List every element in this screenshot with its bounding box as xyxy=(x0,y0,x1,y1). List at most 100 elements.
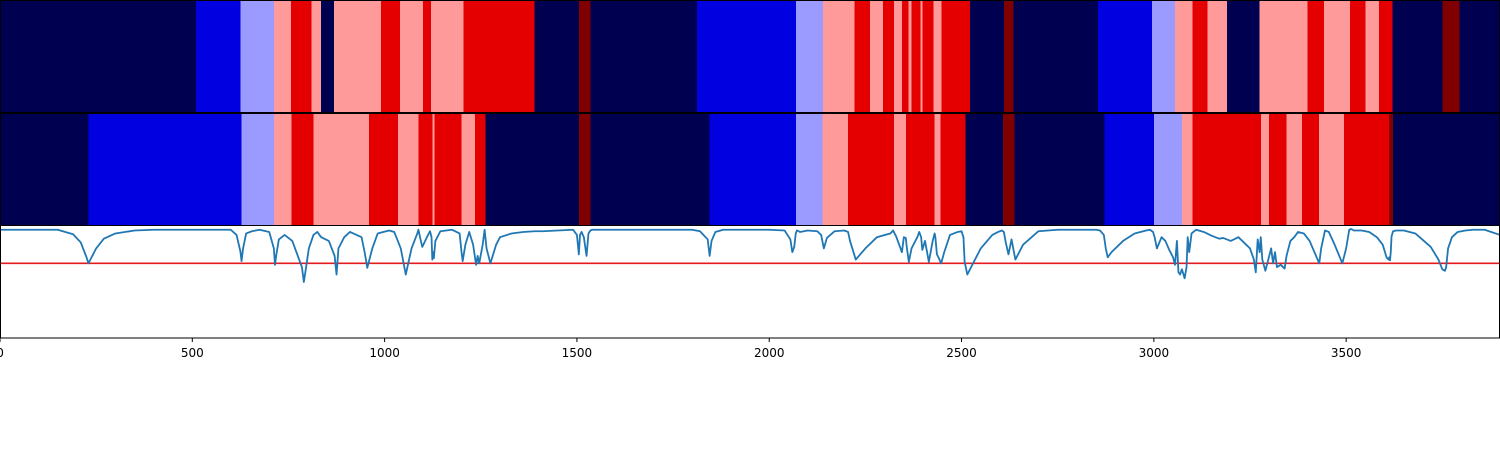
heatmap-segment xyxy=(0,1,197,112)
heatmap-segment xyxy=(696,1,797,112)
heatmap-segment xyxy=(1286,114,1303,225)
heatmap-segment xyxy=(1014,114,1106,225)
x-tick-label: 3000 xyxy=(1139,346,1170,360)
heatmap-segment xyxy=(1301,114,1320,225)
heatmap-segment xyxy=(534,1,580,112)
heatmap-segment xyxy=(1098,1,1153,112)
x-tick-label: 1500 xyxy=(562,346,593,360)
heatmap-track-2 xyxy=(0,114,1500,225)
heatmap-segment xyxy=(313,114,370,225)
heatmap-segment xyxy=(1226,1,1261,112)
heatmap-segment xyxy=(1459,1,1500,112)
heatmap-segment xyxy=(911,1,921,112)
heatmap-segment xyxy=(434,114,463,225)
heatmap-segment xyxy=(1003,114,1016,225)
heatmap-segment xyxy=(1104,114,1155,225)
heatmap-segment xyxy=(970,1,1005,112)
x-tick-label: 1000 xyxy=(369,346,400,360)
heatmap-segment xyxy=(430,1,465,112)
heatmap-segment xyxy=(463,1,536,112)
heatmap-segment xyxy=(290,1,313,112)
heatmap-segment xyxy=(418,114,434,225)
heatmap-segment xyxy=(485,114,580,225)
heatmap-segment xyxy=(870,1,884,112)
heatmap-segment xyxy=(854,1,871,112)
heatmap-segment xyxy=(1307,1,1325,112)
heatmap-segment xyxy=(1393,114,1500,225)
heatmap-segment xyxy=(380,1,401,112)
heatmap-segment xyxy=(321,1,335,112)
heatmap-segment xyxy=(311,1,322,112)
x-tick-label: 500 xyxy=(181,346,204,360)
x-tick-label: 3500 xyxy=(1331,346,1362,360)
heatmap-track-1 xyxy=(0,1,1500,112)
heatmap-segment xyxy=(423,1,432,112)
heatmap-segment xyxy=(848,114,895,225)
heatmap-segment xyxy=(1392,1,1443,112)
heatmap-segment xyxy=(1319,114,1345,225)
heatmap-segment xyxy=(1324,1,1351,112)
heatmap-segment xyxy=(240,1,275,112)
heatmap-segment xyxy=(88,114,243,225)
heatmap-segment xyxy=(883,1,895,112)
heatmap-segment xyxy=(196,1,241,112)
heatmap-segment xyxy=(1175,1,1193,112)
heatmap-segment xyxy=(0,114,90,225)
heatmap-segment xyxy=(920,1,923,112)
heatmap-segment xyxy=(578,1,591,112)
signal-panel xyxy=(0,226,1500,338)
heatmap-segment xyxy=(1153,114,1183,225)
heatmap-segment xyxy=(1260,114,1270,225)
signal-panel-background xyxy=(0,226,1500,338)
heatmap-segment xyxy=(1192,1,1209,112)
heatmap-segment xyxy=(901,1,910,112)
heatmap-segment xyxy=(1350,1,1366,112)
heatmap-segment xyxy=(796,114,823,225)
heatmap-segment xyxy=(369,114,399,225)
x-tick-label: 0 xyxy=(0,346,4,360)
heatmap-segment xyxy=(398,114,420,225)
heatmap-segment xyxy=(1151,1,1176,112)
heatmap-segment xyxy=(822,114,849,225)
heatmap-segment xyxy=(432,114,436,225)
heatmap-segment xyxy=(823,1,856,112)
x-tick-label: 2000 xyxy=(754,346,785,360)
heatmap-segment xyxy=(1344,114,1390,225)
heatmap-segment xyxy=(965,114,1004,225)
heatmap-segment xyxy=(709,114,797,225)
heatmap-segment xyxy=(933,1,943,112)
x-tick-label: 2500 xyxy=(946,346,977,360)
heatmap-segment xyxy=(905,114,936,225)
heatmap-segment xyxy=(908,1,913,112)
heatmap-segment xyxy=(578,114,591,225)
heatmap-segment xyxy=(590,1,698,112)
heatmap-segment xyxy=(400,1,424,112)
heatmap-segment xyxy=(940,114,966,225)
heatmap-segment xyxy=(1207,1,1228,112)
heatmap-segment xyxy=(934,114,941,225)
heatmap-segment xyxy=(241,114,275,225)
heatmap-segment xyxy=(1181,114,1193,225)
heatmap-segment xyxy=(894,114,907,225)
heatmap-segment xyxy=(291,114,315,225)
heatmap-segment xyxy=(1192,114,1262,225)
heatmap-segment xyxy=(1389,114,1394,225)
heatmap-segment xyxy=(1003,1,1015,112)
heatmap-segment xyxy=(941,1,971,112)
heatmap-segment xyxy=(1259,1,1309,112)
x-axis: 0 500 1000 1500 2000 2500 3000 3500 xyxy=(0,338,1361,360)
heatmap-segment xyxy=(590,114,711,225)
heatmap-segment xyxy=(461,114,476,225)
heatmap-segment xyxy=(273,1,292,112)
heatmap-segment xyxy=(1442,1,1461,112)
heatmap-segment xyxy=(796,1,824,112)
heatmap-segment xyxy=(894,1,903,112)
heatmap-segment xyxy=(1378,1,1393,112)
heatmap-segment xyxy=(1013,1,1099,112)
heatmap-segment xyxy=(273,114,293,225)
heatmap-segment xyxy=(1365,1,1380,112)
heatmap-segment xyxy=(1269,114,1288,225)
heatmap-segment xyxy=(922,1,935,112)
signal-line xyxy=(0,228,1500,283)
